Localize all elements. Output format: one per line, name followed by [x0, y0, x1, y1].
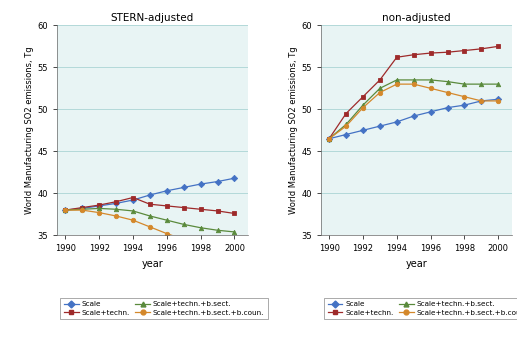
- Y-axis label: World Manufacturing SO2 emissions, Tg: World Manufacturing SO2 emissions, Tg: [289, 46, 298, 214]
- Title: non-adjusted: non-adjusted: [382, 13, 450, 23]
- Legend: Scale, Scale+techn., Scale+techn.+b.sect., Scale+techn.+b.sect.+b.coun.: Scale, Scale+techn., Scale+techn.+b.sect…: [324, 298, 517, 319]
- Legend: Scale, Scale+techn., Scale+techn.+b.sect., Scale+techn.+b.sect.+b.coun.: Scale, Scale+techn., Scale+techn.+b.sect…: [60, 298, 268, 319]
- X-axis label: year: year: [142, 259, 163, 269]
- X-axis label: year: year: [405, 259, 427, 269]
- Title: STERN-adjusted: STERN-adjusted: [111, 13, 194, 23]
- Y-axis label: World Manufacturing SO2 emissions, Tg: World Manufacturing SO2 emissions, Tg: [25, 46, 35, 214]
